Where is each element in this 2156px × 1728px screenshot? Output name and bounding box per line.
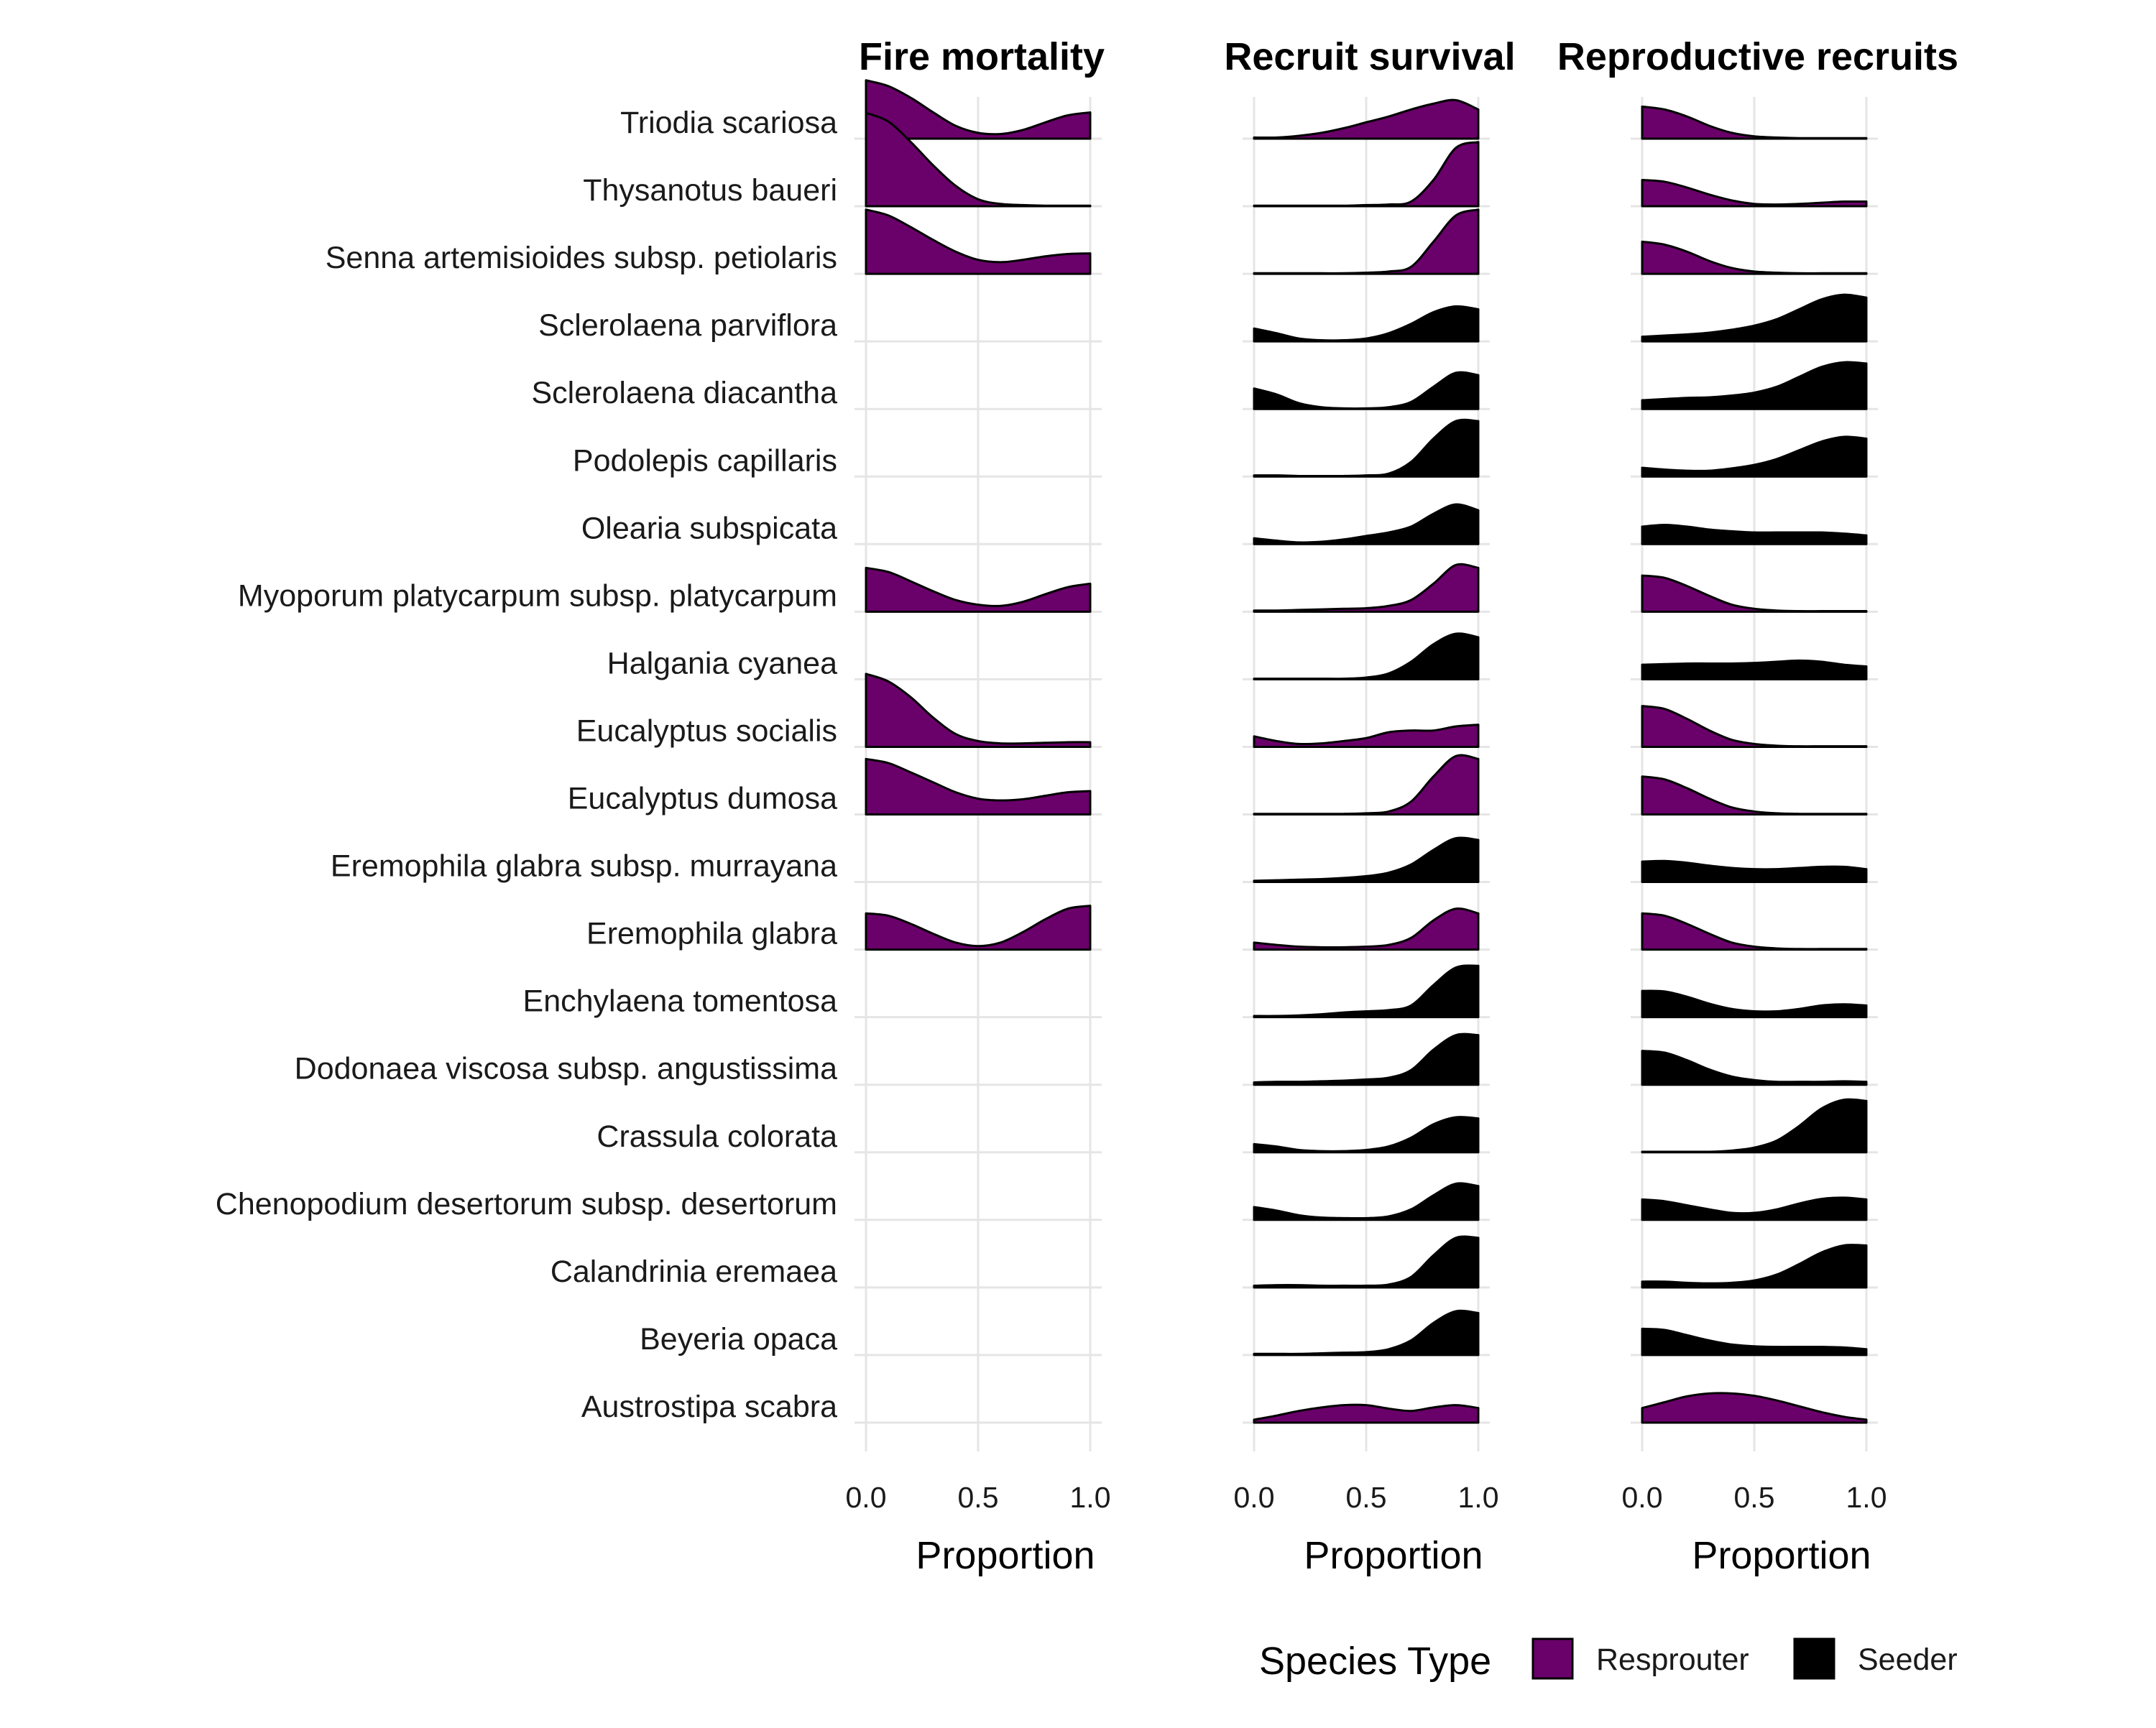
panel-2-title: Recruit survival xyxy=(1224,35,1515,78)
panel-3-ridge-dodonaea-viscosa-subsp-angustissima xyxy=(1641,1050,1868,1086)
panel-2-ridge-sclerolaena-parviflora xyxy=(1253,305,1480,343)
species-label-crassula-colorata: Crassula colorata xyxy=(596,1119,837,1154)
panel-1-ridge-thysanotus-baueri xyxy=(865,111,1092,208)
panel-2-ridge-myoporum-platycarpum-subsp-platycarpum xyxy=(1253,563,1480,613)
panel-3-ridge-sclerolaena-diacantha xyxy=(1641,361,1868,410)
species-label-eremophila-glabra-subsp-murrayana: Eremophila glabra subsp. murrayana xyxy=(331,849,837,884)
panel-1-tick-label-0-0: 0.0 xyxy=(846,1481,887,1514)
legend-title: Species Type xyxy=(1259,1640,1491,1683)
species-label-sclerolaena-diacantha: Sclerolaena diacantha xyxy=(531,376,837,410)
species-label-chenopodium-desertorum-subsp-desertorum: Chenopodium desertorum subsp. desertorum xyxy=(216,1187,837,1221)
species-label-calandrinia-eremaea: Calandrinia eremaea xyxy=(550,1255,837,1289)
panel-2-ridge-thysanotus-baueri xyxy=(1253,141,1480,208)
panel-2-ridge-sclerolaena-diacantha xyxy=(1253,371,1480,410)
panel-1-ridge-eucalyptus-socialis xyxy=(865,673,1092,748)
species-label-beyeria-opaca: Beyeria opaca xyxy=(640,1322,837,1357)
species-label-eucalyptus-dumosa: Eucalyptus dumosa xyxy=(568,782,837,816)
panel-3-ridge-halgania-cyanea xyxy=(1641,659,1868,680)
panel-3-ridge-chenopodium-desertorum-subsp-desertorum xyxy=(1641,1196,1868,1221)
species-label-dodonaea-viscosa-subsp-angustissima: Dodonaea viscosa subsp. angustissima xyxy=(295,1052,837,1086)
species-label-myoporum-platycarpum-subsp-platycarpum: Myoporum platycarpum subsp. platycarpum xyxy=(238,578,837,613)
panel-2-ridge-chenopodium-desertorum-subsp-desertorum xyxy=(1253,1182,1480,1221)
panel-2-ridge-podolepis-capillaris xyxy=(1253,418,1480,478)
panel-1-ridge-eucalyptus-dumosa xyxy=(865,757,1092,816)
panel-3-tick-label-1-0: 1.0 xyxy=(1846,1481,1887,1514)
panel-2-ridge-senna-artemisioides-subsp-petiolaris xyxy=(1253,208,1480,275)
panel-3-ridge-triodia-scariosa xyxy=(1641,105,1868,140)
panel-2-axis-title: Proportion xyxy=(1304,1534,1483,1577)
panel-3-ridge-calandrinia-eremaea xyxy=(1641,1244,1868,1289)
panel-3-title: Reproductive recruits xyxy=(1557,35,1958,78)
panel-1-ridge-senna-artemisioides-subsp-petiolaris xyxy=(865,208,1092,275)
panel-2-ridge-beyeria-opaca xyxy=(1253,1309,1480,1357)
panel-2-tick-label-1-0: 1.0 xyxy=(1458,1481,1499,1514)
panel-3-tick-label-0-0: 0.0 xyxy=(1622,1481,1663,1514)
panel-1-ridge-triodia-scariosa xyxy=(865,79,1092,140)
panel-3-ridge-thysanotus-baueri xyxy=(1641,178,1868,208)
panel-2-ridge-eucalyptus-dumosa xyxy=(1253,754,1480,816)
panel-3-ridge-eremophila-glabra xyxy=(1641,912,1868,951)
species-label-thysanotus-baueri: Thysanotus baueri xyxy=(583,173,837,208)
panel-1-axis-title: Proportion xyxy=(916,1534,1095,1577)
legend-swatch-seeder xyxy=(1793,1637,1835,1680)
panel-1-tick-label-0-5: 0.5 xyxy=(958,1481,999,1514)
species-label-austrostipa-scabra: Austrostipa scabra xyxy=(581,1390,837,1424)
legend-swatch-resprouter xyxy=(1531,1637,1574,1680)
panel-3-tick-label-0-5: 0.5 xyxy=(1734,1481,1775,1514)
species-label-sclerolaena-parviflora: Sclerolaena parviflora xyxy=(538,308,837,343)
panel-1-ridge-eremophila-glabra xyxy=(865,905,1092,951)
species-label-eremophila-glabra: Eremophila glabra xyxy=(586,917,837,951)
panel-2-ridge-crassula-colorata xyxy=(1253,1116,1480,1154)
legend-label-seeder: Seeder xyxy=(1858,1642,1958,1677)
panel-3-ridge-podolepis-capillaris xyxy=(1641,435,1868,478)
panel-2-tick-label-0-0: 0.0 xyxy=(1234,1481,1275,1514)
panel-3-ridge-austrostipa-scabra xyxy=(1641,1392,1868,1424)
panel-2-ridge-dodonaea-viscosa-subsp-angustissima xyxy=(1253,1032,1480,1086)
panel-3-ridge-beyeria-opaca xyxy=(1641,1327,1868,1357)
panel-1-tick-label-1-0: 1.0 xyxy=(1070,1481,1111,1514)
panel-2-ridge-enchylaena-tomentosa xyxy=(1253,964,1480,1019)
panel-1-title: Fire mortality xyxy=(859,35,1105,78)
panel-2-tick-label-0-5: 0.5 xyxy=(1346,1481,1387,1514)
panel-2-ridge-austrostipa-scabra xyxy=(1253,1403,1480,1424)
panel-2-ridge-eucalyptus-socialis xyxy=(1253,724,1480,748)
species-label-enchylaena-tomentosa: Enchylaena tomentosa xyxy=(523,984,838,1019)
panel-3-ridge-eremophila-glabra-subsp-murrayana xyxy=(1641,859,1868,884)
panel-1-ridge-myoporum-platycarpum-subsp-platycarpum xyxy=(865,566,1092,613)
panel-3-ridge-crassula-colorata xyxy=(1641,1098,1868,1154)
species-label-triodia-scariosa: Triodia scariosa xyxy=(620,106,837,140)
species-label-halgania-cyanea: Halgania cyanea xyxy=(607,646,837,680)
species-label-eucalyptus-socialis: Eucalyptus socialis xyxy=(576,713,837,748)
species-label-olearia-subspicata: Olearia subspicata xyxy=(581,511,837,545)
panel-2-ridge-eremophila-glabra xyxy=(1253,907,1480,951)
panel-2-ridge-olearia-subspicata xyxy=(1253,503,1480,545)
species-label-senna-artemisioides-subsp-petiolaris: Senna artemisioides subsp. petiolaris xyxy=(326,241,837,275)
panel-2-ridge-calandrinia-eremaea xyxy=(1253,1235,1480,1289)
panel-3-ridge-eucalyptus-socialis xyxy=(1641,705,1868,748)
panel-2-ridge-halgania-cyanea xyxy=(1253,632,1480,680)
panel-2-ridge-eremophila-glabra-subsp-murrayana xyxy=(1253,836,1480,884)
panel-3-ridge-senna-artemisioides-subsp-petiolaris xyxy=(1641,240,1868,275)
panel-3-axis-title: Proportion xyxy=(1692,1534,1871,1577)
panel-3-ridge-eucalyptus-dumosa xyxy=(1641,775,1868,816)
panel-3-ridge-enchylaena-tomentosa xyxy=(1641,989,1868,1019)
species-label-podolepis-capillaris: Podolepis capillaris xyxy=(573,443,837,478)
legend-label-resprouter: Resprouter xyxy=(1596,1642,1749,1677)
panel-3-ridge-myoporum-platycarpum-subsp-platycarpum xyxy=(1641,574,1868,613)
panel-3-ridge-olearia-subspicata xyxy=(1641,523,1868,545)
panel-3-ridge-sclerolaena-parviflora xyxy=(1641,293,1868,343)
panel-2-ridge-triodia-scariosa xyxy=(1253,98,1480,140)
